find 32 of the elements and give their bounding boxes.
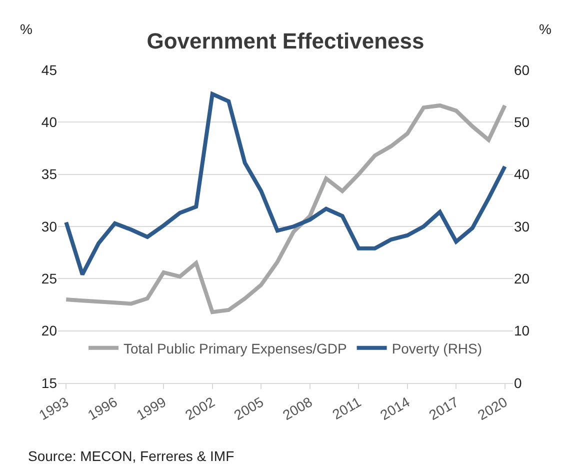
y-tick-label: 15 xyxy=(41,374,58,391)
x-tick-label: 2008 xyxy=(280,394,316,424)
x-tick-label: 2011 xyxy=(330,394,364,423)
chart-title: Government Effectiveness xyxy=(146,28,424,54)
x-tick-label: 2014 xyxy=(377,394,413,424)
x-tick-label: 2002 xyxy=(182,394,218,424)
source-note: Source: MECON, Ferreres & IMF xyxy=(28,448,234,464)
legend-label: Poverty (RHS) xyxy=(392,340,482,356)
y-tick-label: 40 xyxy=(41,114,58,130)
legend-label: Total Public Primary Expenses/GDP xyxy=(124,340,347,356)
y-axis-title: % xyxy=(20,21,32,37)
y-tick-label: 30 xyxy=(41,218,58,234)
line-series xyxy=(64,92,507,276)
y2-tick-label: 20 xyxy=(514,270,530,287)
y-tick-label: 25 xyxy=(41,270,58,287)
x-tick-label: 2020 xyxy=(474,394,510,424)
y2-tick-label: 40 xyxy=(514,166,530,182)
y2-axis-title: % xyxy=(539,21,552,37)
x-tick-label: 1993 xyxy=(36,394,72,424)
line-series xyxy=(64,103,507,314)
y-tick-label: 20 xyxy=(41,322,58,339)
x-tick-label: 2005 xyxy=(231,394,266,424)
x-tick-label: 2017 xyxy=(426,394,462,424)
y2-tick-label: 50 xyxy=(514,114,530,130)
y2-tick-label: 0 xyxy=(514,374,522,391)
y2-tick-label: 30 xyxy=(514,218,530,234)
y2-tick-label: 60 xyxy=(514,62,530,78)
x-tick-label: 1996 xyxy=(84,394,120,424)
y-tick-label: 45 xyxy=(41,62,58,78)
y2-tick-label: 10 xyxy=(514,322,530,339)
y-tick-label: 35 xyxy=(41,166,58,182)
x-tick-label: 1999 xyxy=(134,394,169,424)
